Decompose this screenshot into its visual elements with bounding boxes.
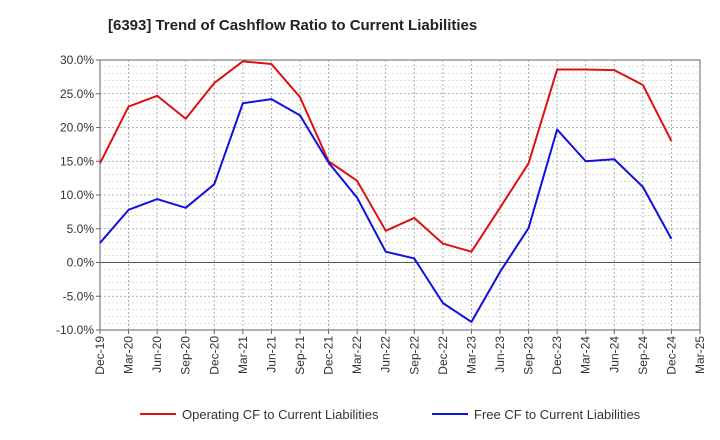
x-tick-label: Sep-22 (407, 336, 421, 375)
x-tick-label: Dec-23 (550, 336, 564, 375)
legend-label: Operating CF to Current Liabilities (182, 407, 379, 422)
series-line-free-cf (99, 98, 673, 323)
x-tick-label: Mar-21 (236, 336, 250, 374)
x-tick-label: Jun-20 (150, 336, 164, 373)
x-tick-label: Jun-24 (607, 336, 621, 373)
x-tick-label: Mar-25 (693, 336, 707, 374)
x-tick-label: Dec-21 (322, 336, 336, 375)
x-tick-label: Dec-24 (664, 336, 678, 375)
x-tick-label: Dec-22 (436, 336, 450, 375)
x-tick-label: Mar-23 (464, 336, 478, 374)
y-tick-label: 10.0% (60, 188, 94, 202)
x-tick-label: Sep-20 (179, 336, 193, 375)
y-tick-label: 15.0% (60, 154, 94, 168)
gridlines (100, 60, 700, 330)
y-tick-label: 5.0% (67, 222, 95, 236)
x-tick-label: Sep-24 (636, 336, 650, 375)
x-tick-label: Mar-20 (122, 336, 136, 374)
x-axis-ticks: Dec-19 Mar-20 Jun-20 Sep-20 Dec-20 Mar-21 Jun-… (93, 330, 707, 375)
x-tick-label: Mar-24 (579, 336, 593, 374)
x-tick-label: Jun-23 (493, 336, 507, 373)
x-tick-label: Jun-21 (264, 336, 278, 373)
y-tick-label: 25.0% (60, 87, 94, 101)
series-line-operating-cf (99, 60, 673, 253)
y-tick-label: 30.0% (60, 53, 94, 67)
y-tick-label: 0.0% (67, 256, 95, 270)
y-axis-ticks: -10.0% -5.0% 0.0% 5.0% 10.0% 15.0% 20.0% 25.0% 3… (56, 53, 100, 337)
x-tick-label: Dec-19 (93, 336, 107, 375)
y-tick-label: -5.0% (63, 289, 95, 303)
y-tick-label: 20.0% (60, 121, 94, 135)
legend-label: Free CF to Current Liabilities (474, 407, 641, 422)
x-tick-label: Sep-21 (293, 336, 307, 375)
x-tick-label: Jun-22 (379, 336, 393, 373)
x-tick-label: Dec-20 (207, 336, 221, 375)
x-tick-label: Mar-22 (350, 336, 364, 374)
legend: Operating CF to Current Liabilities Free … (140, 407, 641, 422)
chart-title: [6393] Trend of Cashflow Ratio to Curren… (108, 17, 477, 34)
series-lines (99, 60, 673, 323)
y-tick-label: -10.0% (56, 323, 94, 337)
x-tick-label: Sep-23 (522, 336, 536, 375)
